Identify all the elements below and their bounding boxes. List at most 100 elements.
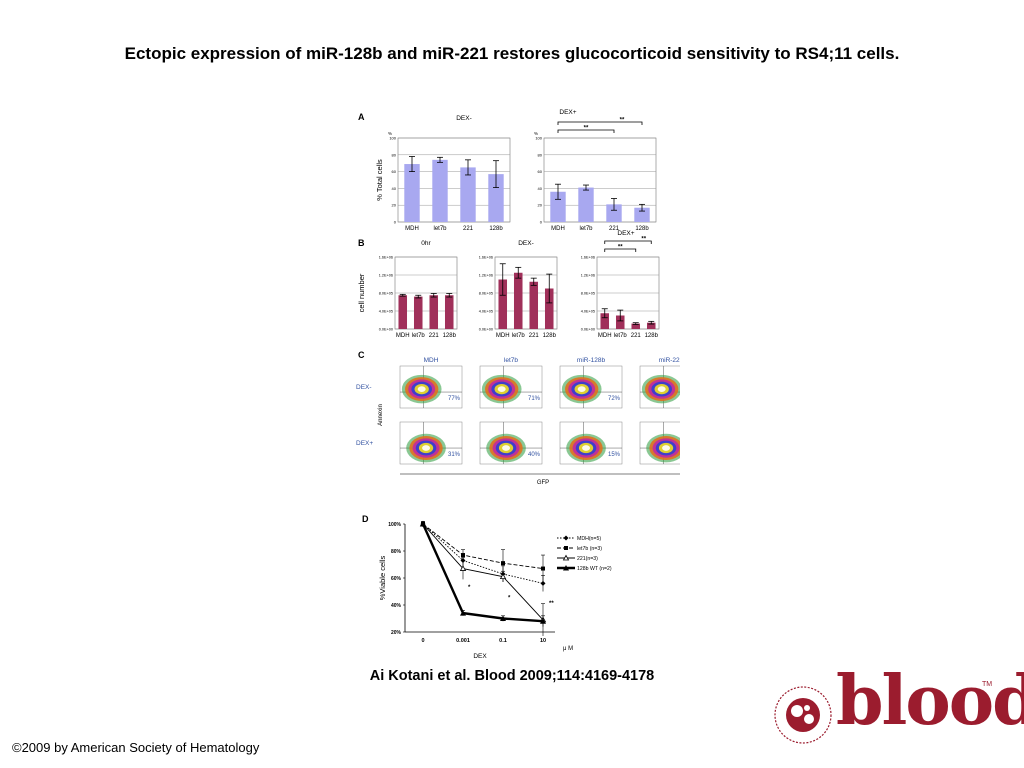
x-axis-label: DEX xyxy=(473,653,487,660)
chart-title: DEX+ xyxy=(617,230,634,237)
significance-mark: ** xyxy=(549,601,554,607)
legend-entry: 221(n=3) xyxy=(577,556,598,562)
chart-a-dex-minus: 0 20 40 60 80 100 MDH let7b 221 128b DEX-% % Total … xyxy=(375,115,511,232)
y-axis-label: cell number xyxy=(357,273,366,312)
x-tick-label: 221 xyxy=(429,333,440,339)
y-tick-label: 4.0E+05 xyxy=(581,310,595,314)
data-point xyxy=(501,561,505,566)
bar xyxy=(413,296,423,329)
y-tick-label: 40% xyxy=(391,603,402,609)
bar xyxy=(550,191,566,222)
x-tick-label: 221 xyxy=(463,226,474,232)
x-tick-label: MDH xyxy=(551,226,565,232)
significance-mark: ** xyxy=(641,237,646,243)
data-point xyxy=(541,566,545,571)
y-unit: % xyxy=(388,131,392,136)
gated-percentage: 15% xyxy=(608,452,621,458)
bar xyxy=(544,288,554,329)
gated-percentage: 72% xyxy=(608,396,621,402)
chart-title: 0hr xyxy=(421,240,431,247)
chart-title: DEX+ xyxy=(559,109,576,116)
y-tick-label: 80 xyxy=(538,152,543,157)
data-point xyxy=(540,580,546,586)
significance-bracket xyxy=(604,240,652,244)
x-tick-label: let7b xyxy=(579,226,593,232)
significance-mark: ** xyxy=(584,126,589,132)
density-contour xyxy=(662,445,671,451)
significance-mark: ** xyxy=(618,245,623,251)
series-line xyxy=(421,523,544,623)
y-tick-label: 60 xyxy=(538,169,543,174)
y-tick-label: 100% xyxy=(388,522,401,528)
series-line xyxy=(422,523,544,621)
data-point xyxy=(563,535,569,541)
x-tick-label: let7b xyxy=(512,333,526,339)
y-tick-label: 20 xyxy=(392,203,397,208)
bar xyxy=(529,281,539,329)
density-contour xyxy=(497,386,506,392)
x-tick-label: let7b xyxy=(614,333,628,339)
series-line xyxy=(422,523,544,584)
chart-a-dex-plus: 0 20 40 60 80 100 MDH let7b 221 128b DEX+% ** ** xyxy=(534,109,657,232)
data-point xyxy=(564,546,568,550)
x-tick-label: 221 xyxy=(609,226,620,232)
y-tick-label: 1.6E+06 xyxy=(479,256,493,260)
x-unit: μ M xyxy=(563,646,573,652)
density-contour xyxy=(582,445,591,451)
panel-letter-b: B xyxy=(358,238,365,248)
y-tick-label: 8.0E+05 xyxy=(379,292,393,296)
row-label: DEX+ xyxy=(356,440,373,447)
y-tick-label: 4.0E+05 xyxy=(479,310,493,314)
copyright: ©2009 by American Society of Hematology xyxy=(12,740,260,755)
bar xyxy=(606,204,622,222)
y-tick-label: 8.0E+05 xyxy=(479,292,493,296)
data-point xyxy=(563,565,569,571)
data-point xyxy=(500,615,506,621)
data-point xyxy=(461,553,465,558)
x-tick-label: 0.001 xyxy=(456,638,470,644)
data-point xyxy=(459,565,467,571)
x-tick-label: 0.1 xyxy=(499,638,507,644)
bar xyxy=(634,207,650,222)
y-tick-label: 1.2E+06 xyxy=(379,274,393,278)
data-point xyxy=(460,610,466,616)
column-label: let7b xyxy=(504,357,518,364)
chart-c-flow-cytometry: MDHlet7bmiR-128bmiR-221DEX-77%71%72%72%D… xyxy=(356,357,680,486)
significance-mark: * xyxy=(468,585,471,591)
density-contour xyxy=(657,386,666,392)
legend-entry: 128b WT (n=2) xyxy=(577,566,612,572)
data-point xyxy=(540,618,546,624)
page-title: Ectopic expression of miR-128b and miR-2… xyxy=(124,44,900,63)
density-contour xyxy=(422,445,431,451)
panel-letter-c: C xyxy=(358,350,365,360)
y-tick-label: 0.0E+00 xyxy=(479,328,493,332)
x-tick-label: let7b xyxy=(433,226,447,232)
x-tick-label: 128b xyxy=(443,333,457,339)
bar xyxy=(432,159,448,222)
x-axis-label: GFP xyxy=(537,480,549,486)
y-tick-label: 1.2E+06 xyxy=(479,274,493,278)
panel-letter-d: D xyxy=(362,514,369,524)
y-tick-label: 60 xyxy=(392,169,397,174)
x-tick-label: 10 xyxy=(540,638,546,644)
legend-entry: let7b (n=3) xyxy=(577,546,602,552)
x-tick-label: 128b xyxy=(543,333,557,339)
bar xyxy=(600,313,610,329)
y-tick-label: 8.0E+05 xyxy=(581,292,595,296)
gated-percentage: 31% xyxy=(448,452,461,458)
x-tick-label: 0 xyxy=(421,638,424,644)
significance-bracket xyxy=(557,121,643,125)
data-point xyxy=(420,521,426,527)
bar xyxy=(429,295,439,329)
y-tick-label: 1.6E+06 xyxy=(581,256,595,260)
chart-d-viability: 20% 40% 60% 80% 100% 0 0.001 0.1 10 μ M DEX %Viable… xyxy=(378,520,612,660)
trademark: TM xyxy=(982,681,993,688)
legend-entry: MDH(n=5) xyxy=(577,536,601,542)
citation: Ai Kotani et al. Blood 2009;114:4169-417… xyxy=(369,668,655,684)
density-contour xyxy=(577,386,586,392)
society-seal-icon xyxy=(774,686,832,744)
y-tick-label: 0 xyxy=(394,220,397,225)
y-tick-label: 40 xyxy=(392,186,397,191)
x-tick-label: 221 xyxy=(631,333,642,339)
density-contour xyxy=(417,386,426,392)
